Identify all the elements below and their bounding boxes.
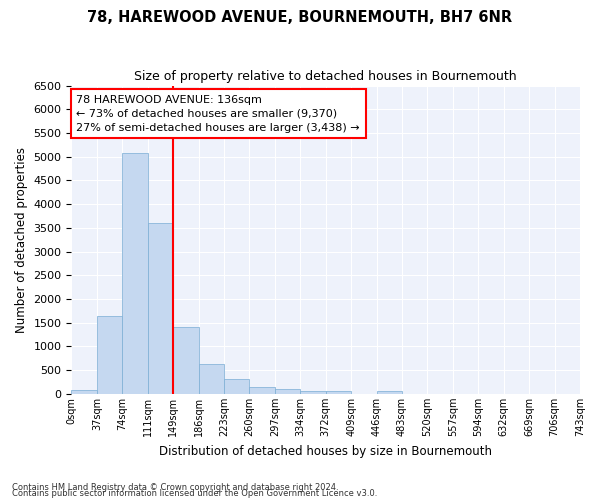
Bar (71, 390, 97, 394)
Bar (300, 391, 326, 394)
Bar (326, 392, 351, 394)
Text: Contains HM Land Registry data © Crown copyright and database right 2024.: Contains HM Land Registry data © Crown c… (12, 484, 338, 492)
Y-axis label: Number of detached properties: Number of detached properties (15, 146, 28, 332)
Bar (199, 364, 224, 394)
Bar (275, 389, 300, 394)
Bar (148, 223, 173, 394)
X-axis label: Distribution of detached houses by size in Bournemouth: Distribution of detached houses by size … (159, 444, 492, 458)
Bar (377, 391, 402, 394)
Bar (224, 379, 250, 394)
Bar (250, 386, 275, 394)
Title: Size of property relative to detached houses in Bournemouth: Size of property relative to detached ho… (134, 70, 517, 83)
Bar (173, 326, 199, 394)
Bar (122, 154, 148, 394)
Text: Contains public sector information licensed under the Open Government Licence v3: Contains public sector information licen… (12, 490, 377, 498)
Text: 78 HAREWOOD AVENUE: 136sqm
← 73% of detached houses are smaller (9,370)
27% of s: 78 HAREWOOD AVENUE: 136sqm ← 73% of deta… (76, 95, 360, 133)
Bar (97, 316, 122, 394)
Text: 78, HAREWOOD AVENUE, BOURNEMOUTH, BH7 6NR: 78, HAREWOOD AVENUE, BOURNEMOUTH, BH7 6N… (88, 10, 512, 25)
